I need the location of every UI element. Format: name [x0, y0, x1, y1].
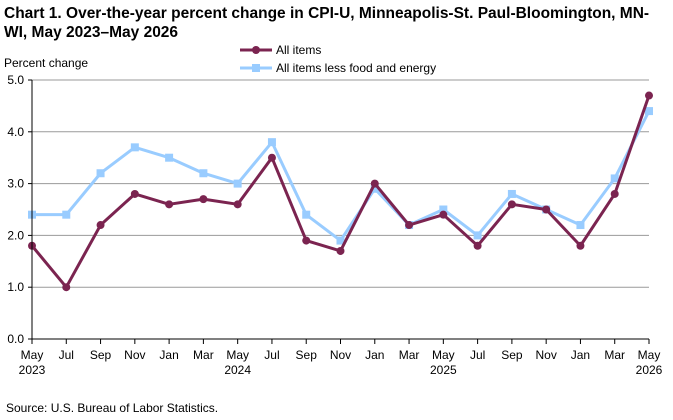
x-axis-ticks: May Jul Sep Nov Jan Mar May Jul Sep Nov Jan Mar May J…: [19, 339, 663, 377]
y-tick-label: 4.0: [7, 125, 24, 139]
x-tick-label: Jan: [365, 348, 384, 362]
data-point-all-items: [233, 200, 242, 209]
y-axis-ticks: 0.0 1.0 2.0 3.0 4.0 5.0: [7, 73, 32, 346]
data-point-core: [233, 179, 242, 188]
data-point-all-items: [610, 189, 619, 198]
x-tick-label: Jan: [571, 348, 590, 362]
x-year-label: 2024: [224, 363, 251, 377]
data-point-all-items: [576, 241, 585, 250]
x-year-label: 2023: [19, 363, 46, 377]
y-tick-label: 1.0: [7, 280, 24, 294]
data-point-all-items: [405, 221, 414, 230]
x-tick-label: Mar: [399, 348, 420, 362]
x-tick-label: Nov: [124, 348, 145, 362]
data-point-core: [473, 231, 482, 240]
data-point-core: [336, 236, 345, 245]
x-tick-label: May: [638, 348, 661, 362]
data-point-all-items: [336, 246, 345, 255]
y-tick-label: 3.0: [7, 177, 24, 191]
x-tick-label: Mar: [604, 348, 625, 362]
legend-marker-core: [252, 64, 260, 72]
x-tick-label: Jul: [59, 348, 74, 362]
data-point-core: [62, 210, 71, 219]
data-point-core: [439, 205, 448, 214]
data-point-all-items: [473, 241, 482, 250]
x-tick-label: Mar: [193, 348, 214, 362]
data-point-all-items: [165, 200, 174, 209]
data-point-core: [645, 107, 653, 116]
data-point-core: [370, 184, 379, 193]
legend-label-all-items: All items: [276, 43, 321, 57]
data-point-core: [302, 210, 311, 219]
axes: [31, 80, 649, 340]
data-point-all-items: [302, 236, 311, 245]
data-series: [28, 91, 653, 292]
data-point-core: [165, 153, 174, 162]
x-tick-label: Nov: [330, 348, 351, 362]
data-point-all-items: [370, 179, 379, 188]
legend-marker-all-items: [252, 46, 260, 54]
data-point-core: [610, 174, 619, 183]
x-tick-label: Sep: [90, 348, 112, 362]
series-line-all-items: [30, 95, 651, 289]
data-point-core: [199, 169, 208, 178]
data-point-all-items: [542, 205, 551, 214]
x-tick-label: Jul: [264, 348, 279, 362]
data-point-all-items: [62, 283, 71, 292]
gridlines: [32, 79, 649, 288]
x-tick-label: Jan: [159, 348, 178, 362]
data-point-all-items: [507, 200, 516, 209]
data-point-all-items: [96, 221, 105, 230]
x-tick-label: May: [21, 348, 44, 362]
data-point-core: [96, 169, 105, 178]
data-point-core: [130, 143, 139, 152]
x-year-label: 2025: [430, 363, 457, 377]
y-tick-label: 0.0: [7, 332, 24, 346]
legend-label-core: All items less food and energy: [276, 61, 436, 75]
data-point-core: [267, 138, 276, 147]
chart-title: Chart 1. Over-the-year percent change in…: [4, 5, 650, 41]
x-tick-label: Sep: [296, 348, 318, 362]
data-point-all-items: [645, 91, 653, 100]
y-tick-label: 2.0: [7, 228, 24, 242]
data-point-core: [507, 189, 516, 198]
y-tick-label: 5.0: [7, 73, 24, 87]
source-note: Source: U.S. Bureau of Labor Statistics.: [6, 401, 219, 415]
x-tick-label: May: [432, 348, 455, 362]
data-point-all-items: [267, 153, 276, 162]
data-point-all-items: [199, 195, 208, 204]
x-year-label: 2026: [636, 363, 663, 377]
data-point-core: [576, 221, 585, 230]
legend: All items All items less food and energy: [240, 43, 436, 75]
data-point-all-items: [130, 189, 139, 198]
x-tick-label: May: [226, 348, 249, 362]
x-tick-label: Sep: [501, 348, 523, 362]
y-axis-label: Percent change: [4, 56, 88, 70]
x-tick-label: Jul: [470, 348, 485, 362]
data-point-all-items: [439, 210, 448, 219]
x-tick-label: Nov: [535, 348, 556, 362]
